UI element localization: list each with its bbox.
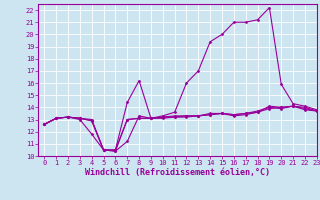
X-axis label: Windchill (Refroidissement éolien,°C): Windchill (Refroidissement éolien,°C)	[85, 168, 270, 177]
